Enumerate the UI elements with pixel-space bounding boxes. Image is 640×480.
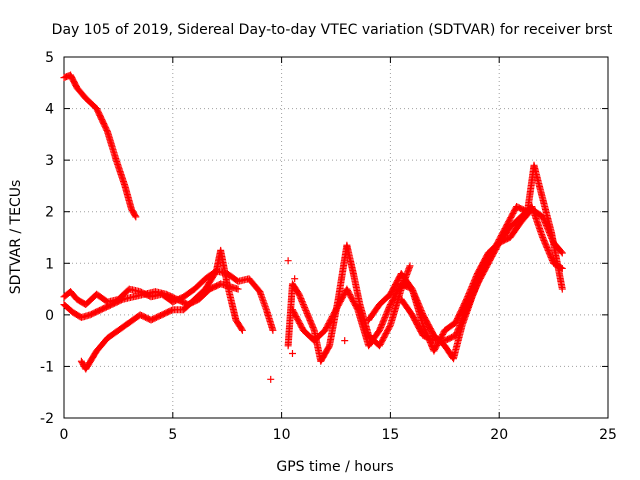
x-axis-label: GPS time / hours [276, 459, 393, 475]
y-tick-label: -2 [40, 411, 54, 427]
x-tick-label: 25 [599, 427, 617, 443]
chart-title: Day 105 of 2019, Sidereal Day-to-day VTE… [52, 22, 613, 38]
data-point [131, 212, 139, 220]
y-tick-label: 0 [45, 308, 54, 324]
data-point [298, 298, 306, 306]
data-point [296, 292, 304, 300]
data-point [558, 285, 566, 293]
data-point [299, 301, 307, 309]
data-point [557, 264, 565, 272]
data-point [301, 305, 309, 313]
series-satellite-track-1 [60, 71, 140, 221]
data-point [267, 375, 275, 383]
data-point [288, 350, 296, 358]
data-point [301, 303, 309, 311]
data-series [60, 71, 566, 383]
data-point [234, 285, 242, 293]
y-tick-label: 1 [45, 256, 54, 272]
data-point [302, 308, 310, 316]
y-tick-label: -1 [40, 359, 54, 375]
data-point [238, 325, 246, 333]
data-point [295, 290, 303, 298]
y-tick-label: 2 [45, 205, 54, 221]
series-satellite-track-8 [397, 203, 566, 345]
data-point [296, 293, 304, 301]
grid-lines [64, 57, 608, 418]
data-point [238, 326, 246, 334]
x-tick-label: 20 [490, 427, 508, 443]
data-point [291, 275, 299, 283]
data-point [299, 299, 307, 307]
series-satellite-track-7 [365, 161, 566, 363]
data-point [341, 337, 349, 345]
data-point [284, 257, 292, 265]
x-tick-label: 5 [168, 427, 177, 443]
y-tick-label: 3 [45, 153, 54, 169]
x-tick-label: 0 [60, 427, 69, 443]
series-satellite-track-2 [60, 267, 277, 334]
x-tick-label: 15 [381, 427, 399, 443]
data-point [300, 302, 308, 310]
y-tick-label: 4 [45, 102, 54, 118]
data-point [558, 249, 566, 257]
series-satellite-track-4 [77, 246, 246, 373]
data-point [302, 306, 310, 314]
data-point [269, 326, 277, 334]
data-point [558, 264, 566, 272]
x-axis: 0 5 10 15 20 25 [60, 57, 617, 443]
data-point [557, 248, 565, 256]
series-isolated-points [267, 257, 349, 383]
y-tick-label: 5 [45, 50, 54, 66]
data-point [297, 295, 305, 303]
y-axis-label: SDTVAR / TECUs [8, 180, 24, 295]
data-point [297, 296, 305, 304]
data-point [406, 262, 414, 270]
y-axis: -2 -1 0 1 2 3 4 5 [40, 50, 608, 427]
x-tick-label: 10 [273, 427, 291, 443]
series-satellite-track-5 [284, 241, 414, 365]
data-point [132, 213, 140, 221]
plot-area-border [63, 56, 609, 419]
